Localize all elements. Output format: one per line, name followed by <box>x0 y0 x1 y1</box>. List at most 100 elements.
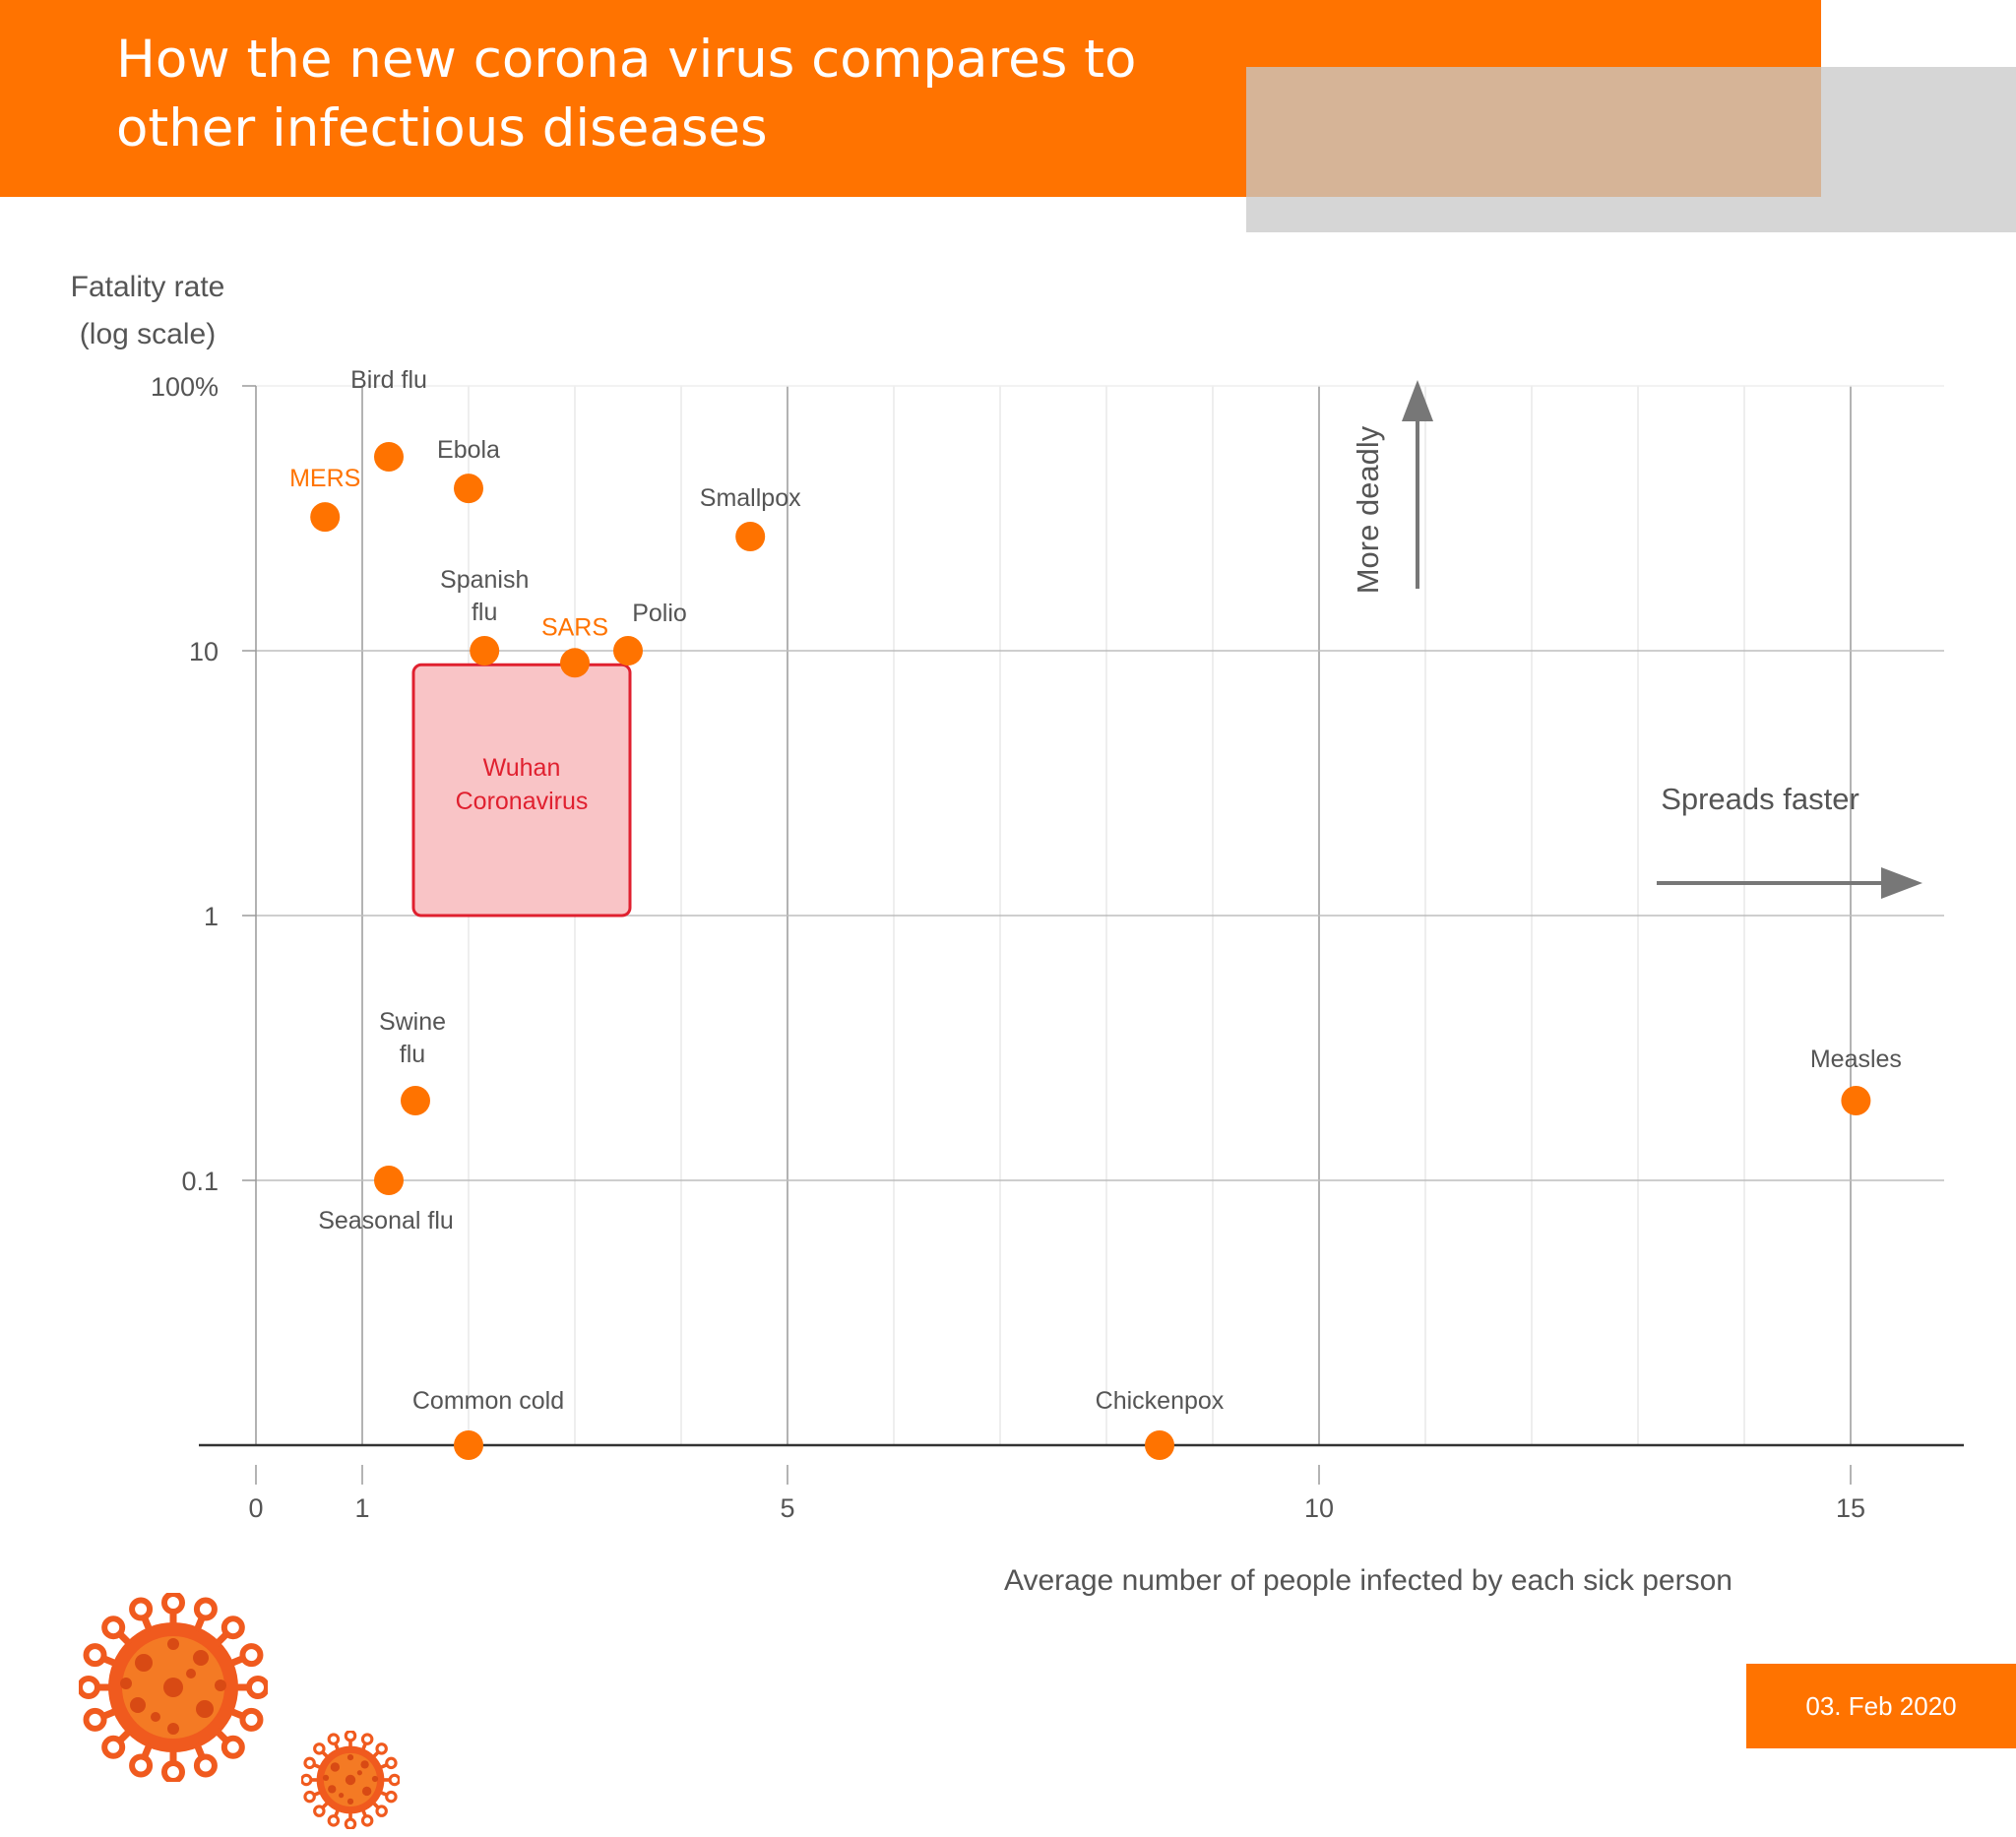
virus-spike-tip <box>161 1760 185 1782</box>
spreads-faster-label: Spreads faster <box>1661 782 1859 816</box>
virus-spot <box>339 1793 345 1799</box>
data-point-spanish-flu <box>470 636 500 665</box>
virus-spike-tip <box>79 1676 100 1699</box>
virus-spike-tip <box>388 1773 400 1787</box>
virus-spot <box>120 1678 132 1689</box>
virus-spike-tip <box>301 1773 313 1787</box>
data-point-polio <box>613 636 643 665</box>
data-label-smallpox: Smallpox <box>700 484 801 512</box>
virus-spike-tip <box>360 1733 374 1745</box>
data-label-bird-flu: Bird flu <box>350 366 427 394</box>
virus-spot <box>167 1638 179 1650</box>
virus-spike-tip <box>83 1643 107 1668</box>
data-point-smallpox <box>735 521 766 551</box>
x-axis-title: Average number of people infected by eac… <box>1004 1564 1732 1597</box>
data-point-ebola <box>454 474 483 504</box>
y-tick-label: 0.1 <box>181 1167 219 1196</box>
data-label-spanish-flu: Spanish <box>440 566 529 594</box>
data-label-swine-flu: flu <box>400 1041 425 1068</box>
data-point-chickenpox <box>1145 1430 1174 1460</box>
data-label-seasonal-flu: Seasonal flu <box>318 1207 454 1235</box>
spreads-faster-arrow-head <box>1881 867 1922 899</box>
virus-spot <box>151 1712 160 1722</box>
more-deadly-arrow-head <box>1402 380 1433 421</box>
x-tick-label: 5 <box>780 1493 794 1523</box>
virus-spike-tip <box>129 1753 154 1778</box>
data-point-sars <box>560 648 590 678</box>
virus-spike-tip <box>220 1735 245 1759</box>
virus-spike-tip <box>83 1707 107 1732</box>
virus-spot <box>345 1774 356 1786</box>
data-point-mers <box>310 502 341 533</box>
virus-spot <box>322 1774 330 1782</box>
highlight-region-box <box>411 663 632 918</box>
virus-spike-tip <box>239 1707 264 1732</box>
virus-spike-tip <box>385 1790 398 1804</box>
y-tick-label: 100% <box>151 372 219 402</box>
data-point-bird-flu <box>374 441 404 472</box>
virus-spike-tip <box>161 1593 185 1615</box>
highlight-region-label: Coronavirus <box>456 788 589 815</box>
virus-spike-tip <box>303 1790 316 1804</box>
virus-spike-tip <box>327 1814 341 1827</box>
virus-small-icon <box>301 1731 400 1829</box>
virus-spot <box>163 1678 183 1697</box>
virus-spike-tip <box>101 1735 126 1759</box>
date-badge: 03. Feb 2020 <box>1746 1664 2016 1748</box>
virus-spot <box>186 1669 196 1679</box>
virus-spot <box>193 1650 209 1666</box>
virus-spike-tip <box>220 1615 245 1640</box>
x-tick-label: 10 <box>1304 1493 1334 1523</box>
data-label-ebola: Ebola <box>437 436 500 464</box>
virus-spike-tip <box>193 1753 218 1778</box>
virus-spike-tip <box>375 1742 388 1755</box>
virus-spike-tip <box>344 1817 357 1829</box>
data-label-sars: SARS <box>541 613 608 641</box>
more-deadly-label: More deadly <box>1351 425 1385 594</box>
y-axis-title: Fatality rate <box>71 271 225 303</box>
data-label-chickenpox: Chickenpox <box>1096 1387 1225 1415</box>
virus-spot <box>135 1654 153 1672</box>
data-label-measles: Measles <box>1810 1045 1902 1073</box>
virus-spot <box>346 1753 354 1761</box>
data-label-swine-flu: Swine <box>379 1008 446 1036</box>
data-point-common-cold <box>454 1430 483 1460</box>
virus-icon <box>79 1593 268 1782</box>
y-axis-title: (log scale) <box>80 318 216 350</box>
virus-spot <box>330 1762 341 1772</box>
virus-spike-tip <box>375 1805 388 1817</box>
virus-spike-tip <box>239 1643 264 1668</box>
virus-spot <box>346 1798 354 1805</box>
virus-spike-tip <box>303 1756 316 1770</box>
virus-spike-tip <box>344 1731 357 1742</box>
virus-spike-tip <box>246 1676 268 1699</box>
virus-spot <box>130 1697 146 1713</box>
virus-spot <box>196 1700 214 1718</box>
virus-spike-tip <box>360 1814 374 1827</box>
data-label-mers: MERS <box>289 465 360 492</box>
x-tick-label: 1 <box>354 1493 369 1523</box>
data-label-spanish-flu: flu <box>472 599 497 626</box>
virus-spike-tip <box>101 1615 126 1640</box>
y-tick-label: 10 <box>189 637 219 666</box>
virus-spike-tip <box>327 1733 341 1745</box>
data-point-swine-flu <box>401 1086 430 1116</box>
virus-spike-tip <box>193 1597 218 1621</box>
highlight-region-label: Wuhan <box>483 754 561 782</box>
data-label-polio: Polio <box>632 600 687 627</box>
virus-spot <box>328 1785 337 1794</box>
x-tick-label: 0 <box>248 1493 263 1523</box>
virus-spot <box>371 1775 379 1783</box>
virus-spot <box>167 1723 179 1735</box>
x-tick-label: 15 <box>1836 1493 1865 1523</box>
virus-spot <box>215 1679 226 1691</box>
virus-spot <box>361 1786 372 1797</box>
data-point-seasonal-flu <box>374 1166 404 1195</box>
virus-spot <box>356 1770 362 1776</box>
virus-spike-tip <box>385 1756 398 1770</box>
virus-spot <box>360 1760 369 1769</box>
data-point-measles <box>1841 1086 1871 1116</box>
virus-spike-tip <box>313 1742 326 1755</box>
data-label-common-cold: Common cold <box>412 1387 564 1415</box>
